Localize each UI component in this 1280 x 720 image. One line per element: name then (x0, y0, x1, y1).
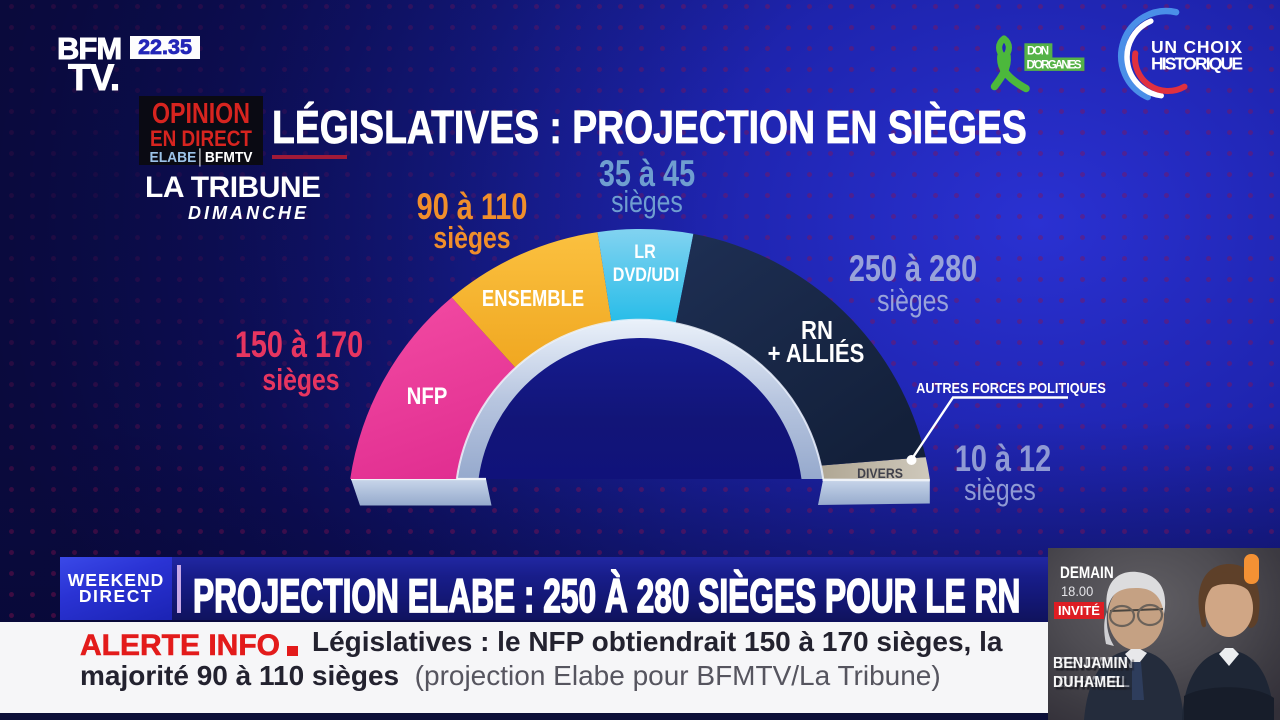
svg-text:D'ORGANES: D'ORGANES (1027, 59, 1082, 71)
svg-text:sièges: sièges (611, 184, 683, 218)
svg-text:150 à 170: 150 à 170 (235, 325, 363, 366)
svg-text:NFP: NFP (407, 382, 448, 409)
svg-text:90 à 110: 90 à 110 (417, 187, 528, 228)
svg-text:RN: RN (801, 316, 833, 345)
svg-text:sièges: sièges (433, 220, 510, 254)
svg-text:sièges: sièges (262, 362, 339, 396)
svg-text:sièges: sièges (964, 472, 1036, 506)
svg-text:HISTORIQUE: HISTORIQUE (1151, 54, 1243, 74)
svg-text:ENSEMBLE: ENSEMBLE (482, 286, 584, 311)
svg-text:35 à 45: 35 à 45 (599, 154, 695, 195)
svg-text:250 à 280: 250 à 280 (849, 249, 977, 290)
svg-text:sièges: sièges (877, 283, 949, 317)
svg-text:+ ALLIÉS: + ALLIÉS (768, 338, 865, 368)
svg-text:10 à 12: 10 à 12 (955, 439, 1051, 480)
svg-text:DIVERS: DIVERS (857, 465, 903, 481)
svg-text:DON: DON (1027, 46, 1049, 58)
svg-text:DVD/UDI: DVD/UDI (613, 264, 679, 286)
svg-text:UN CHOIX: UN CHOIX (1151, 37, 1242, 57)
svg-text:AUTRES FORCES POLITIQUES: AUTRES FORCES POLITIQUES (916, 379, 1106, 396)
svg-text:LR: LR (634, 241, 656, 263)
